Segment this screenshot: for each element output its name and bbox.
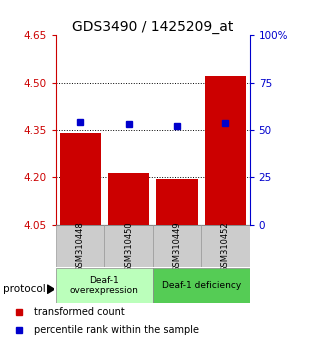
Text: GSM310449: GSM310449: [172, 221, 181, 272]
Text: GSM310450: GSM310450: [124, 221, 133, 272]
Bar: [56, 268, 153, 303]
Text: GSM310452: GSM310452: [221, 221, 230, 272]
Bar: [156, 179, 197, 225]
Bar: [201, 225, 250, 267]
Text: Deaf-1 deficiency: Deaf-1 deficiency: [162, 281, 241, 290]
Text: percentile rank within the sample: percentile rank within the sample: [34, 325, 199, 335]
Bar: [153, 268, 250, 303]
Title: GDS3490 / 1425209_at: GDS3490 / 1425209_at: [72, 21, 234, 34]
Bar: [108, 173, 149, 225]
Text: GSM310448: GSM310448: [76, 221, 85, 272]
Bar: [153, 225, 201, 267]
Text: Deaf-1
overexpression: Deaf-1 overexpression: [70, 276, 139, 295]
Text: transformed count: transformed count: [34, 307, 125, 318]
Polygon shape: [47, 285, 54, 293]
Bar: [104, 225, 153, 267]
Bar: [205, 76, 246, 225]
Bar: [60, 133, 101, 225]
Bar: [56, 225, 104, 267]
Text: protocol: protocol: [3, 284, 46, 294]
